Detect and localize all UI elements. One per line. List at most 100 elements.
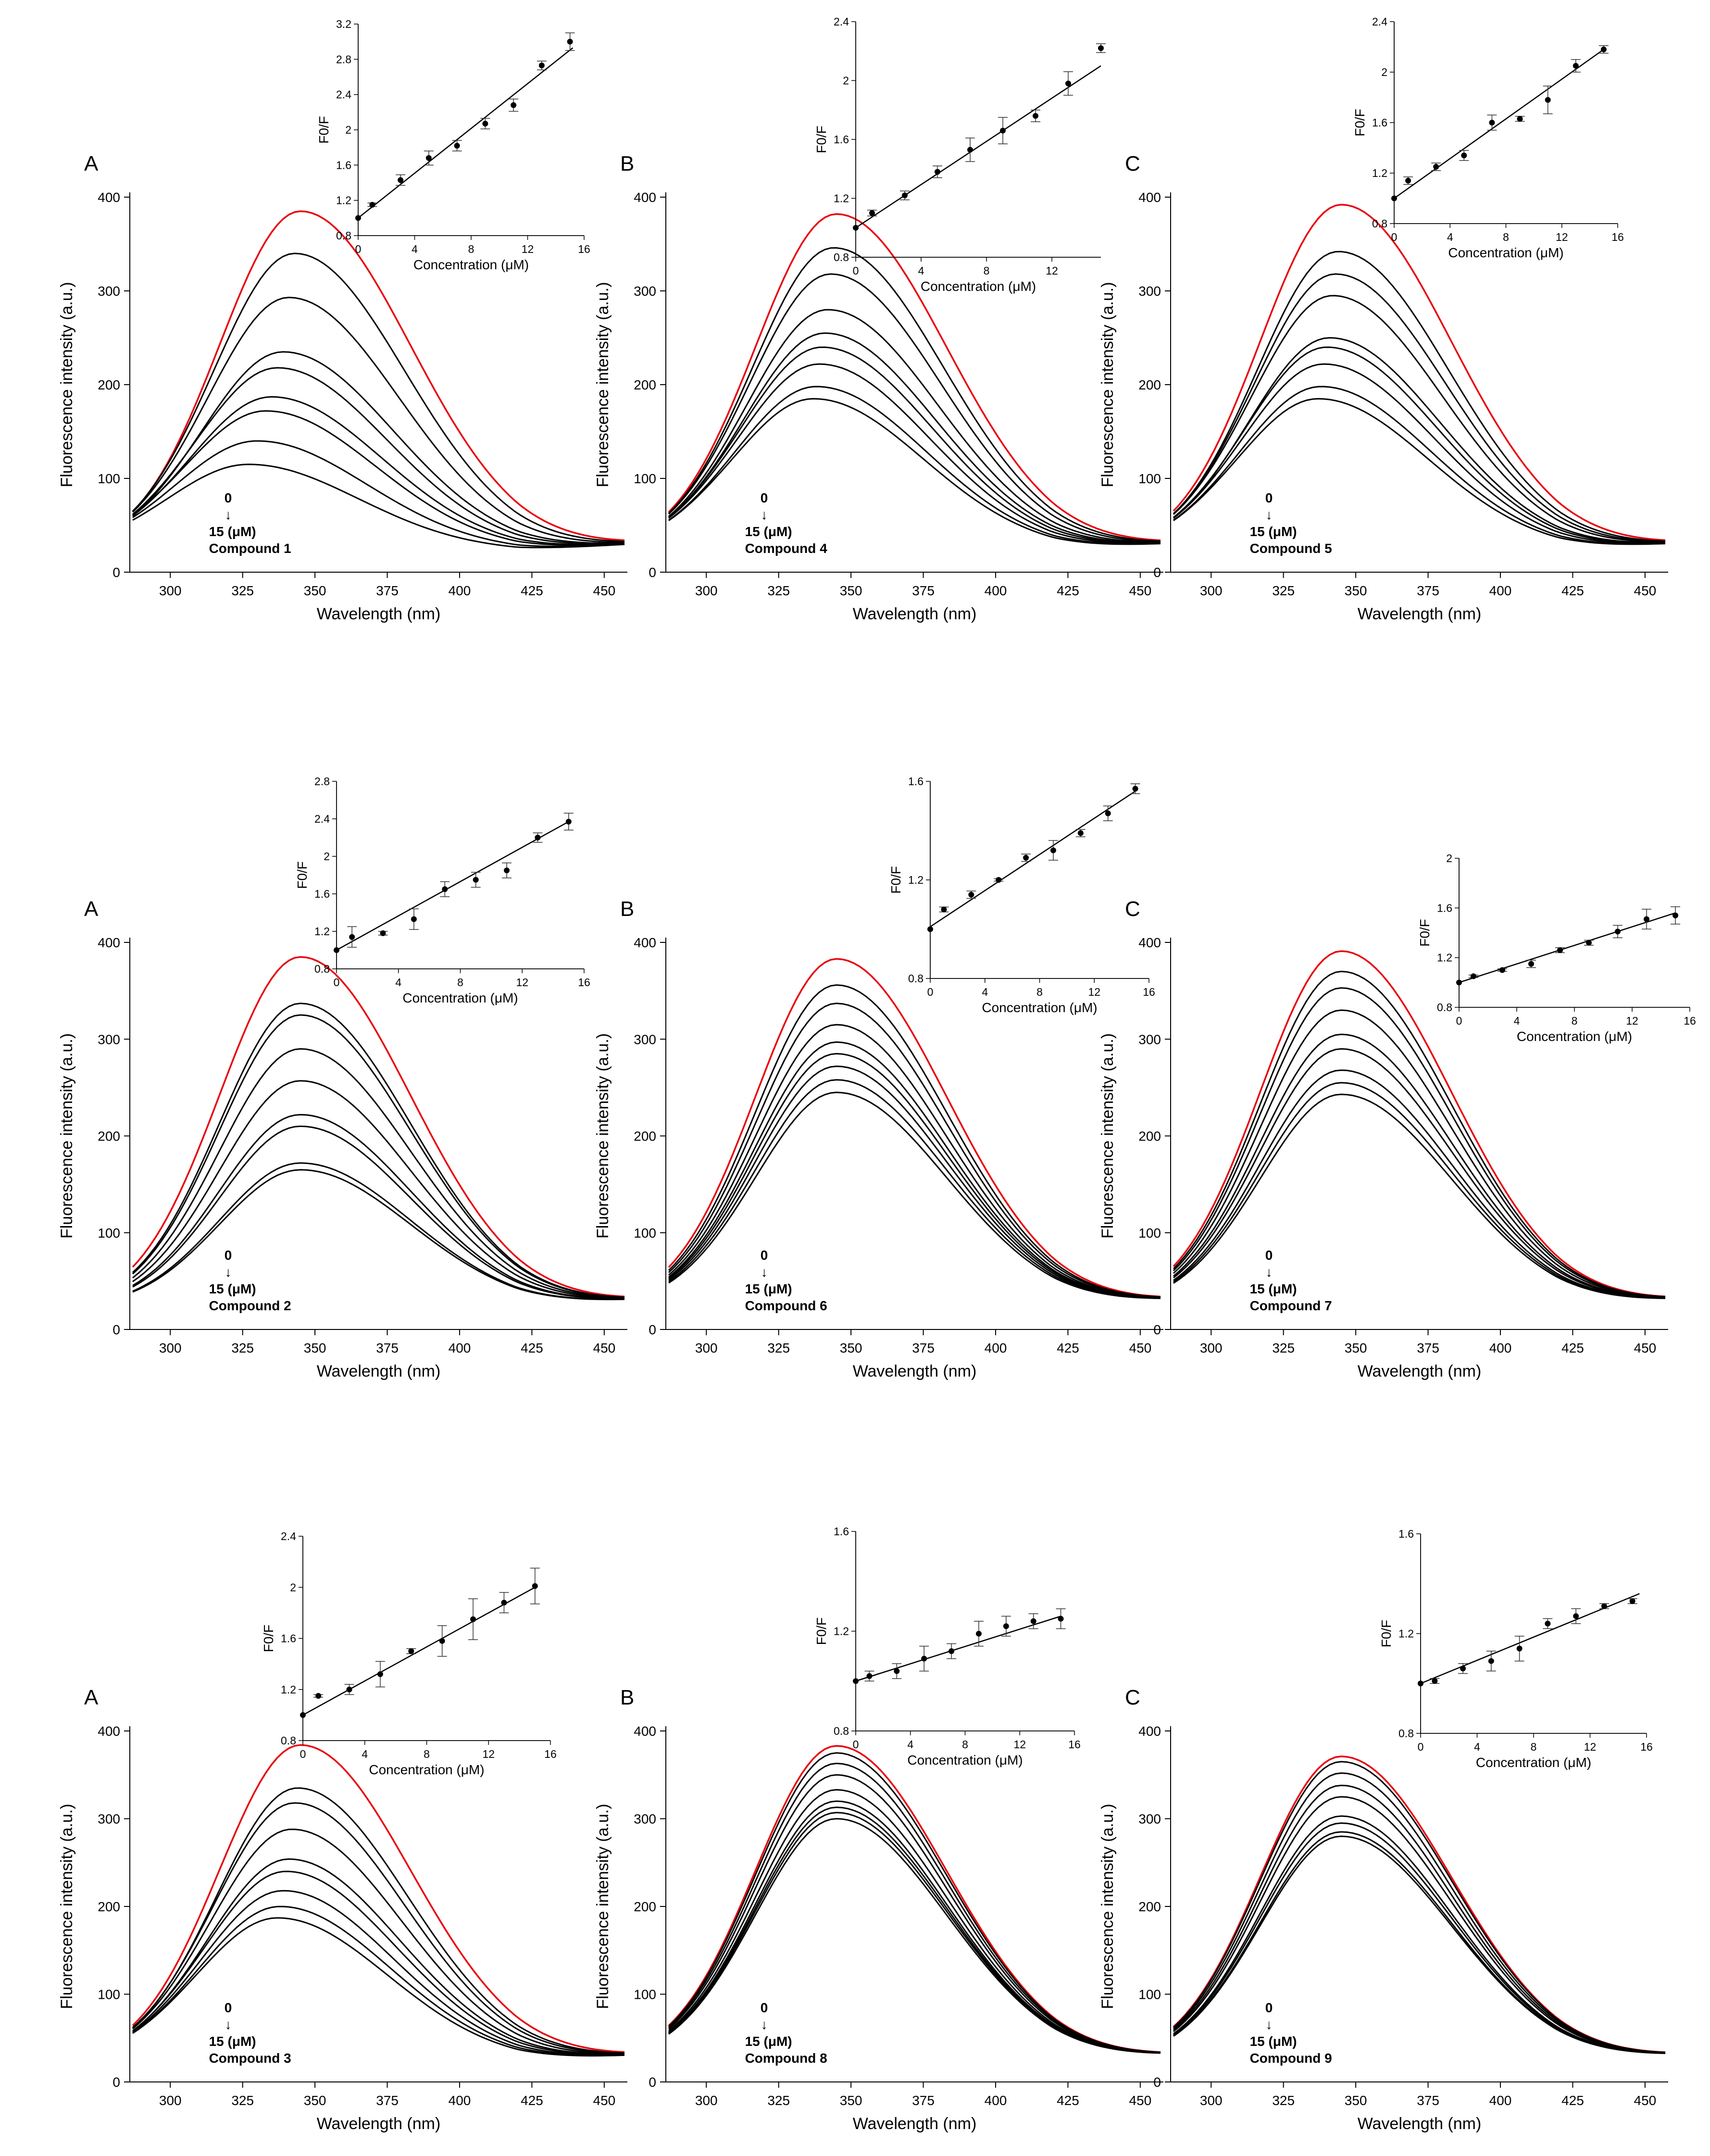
x-tick-label: 400 [449, 1341, 471, 1355]
inset-data-point [482, 121, 488, 127]
x-tick-label: 450 [1634, 1341, 1657, 1355]
spectrum-curve-9 [132, 1169, 625, 1301]
inset-y-axis-label: F0/F [295, 861, 310, 889]
inset-x-tick-label: 16 [1143, 986, 1155, 998]
inset-y-tick-label: 2 [324, 850, 330, 863]
inset-y-axis-label: F0/F [888, 866, 903, 894]
inset-y-tick-label: 2.4 [281, 1530, 296, 1542]
x-tick-label: 400 [449, 2093, 471, 2108]
inset-x-axis-label: Concentration (μM) [982, 1000, 1097, 1015]
inset-x-tick-label: 0 [853, 1738, 859, 1751]
spectrum-curve-9 [668, 1091, 1161, 1299]
y-tick-label: 100 [634, 1226, 656, 1241]
inset-x-tick-label: 12 [482, 1748, 495, 1760]
inset-x-tick-label: 8 [1036, 986, 1043, 998]
inset-data-point [1461, 152, 1467, 159]
spectrum-curve-5 [132, 367, 625, 545]
y-tick-label: 100 [98, 1987, 120, 2002]
inset-data-point [869, 210, 875, 216]
inset-x-tick-label: 0 [1418, 1741, 1424, 1753]
inset-data-point [565, 818, 572, 825]
inset-x-tick-label: 8 [962, 1738, 968, 1751]
inset-x-tick-label: 16 [544, 1748, 557, 1760]
spectrum-curve-7 [132, 1125, 624, 1300]
panel-label: A [84, 897, 99, 921]
y-tick-label: 300 [1138, 1812, 1161, 1827]
inset-y-tick-label: 1.2 [281, 1683, 296, 1696]
x-tick-label: 325 [1272, 583, 1295, 598]
inset-x-axis-label: Concentration (μM) [1517, 1029, 1632, 1044]
x-tick-label: 375 [376, 583, 399, 598]
x-tick-label: 400 [1489, 583, 1512, 598]
spectrum-curve-1 [1173, 1755, 1666, 2053]
x-tick-label: 450 [1634, 2093, 1657, 2108]
panel-label: B [620, 1686, 634, 1709]
inset-y-tick-label: 2 [290, 1581, 296, 1593]
inset-y-tick-label: 2.4 [314, 813, 330, 825]
y-axis-label: Fluorescence intensity (a.u.) [1098, 1033, 1117, 1239]
inset-data-point [1545, 1620, 1551, 1627]
x-tick-label: 375 [912, 1341, 935, 1355]
inset-x-tick-label: 12 [522, 243, 534, 255]
panel-label: C [1125, 1686, 1140, 1709]
inset-y-tick-label: 0.8 [336, 229, 351, 242]
panel-label: A [84, 1686, 99, 1709]
panel-9: 300 325 350 375 400 425 4500100200300400Wavele… [1098, 1528, 1668, 2133]
y-tick-label: 400 [634, 190, 656, 205]
annotation-start: 0 [225, 1248, 232, 1263]
inset-x-tick-label: 4 [1474, 1741, 1480, 1753]
inset-data-point [853, 1678, 859, 1684]
inset-data-point [334, 947, 339, 953]
spectrum-curve-9 [1173, 1835, 1666, 2054]
inset-data-point [346, 1686, 352, 1692]
annotation-start: 0 [1265, 2000, 1273, 2015]
annotation-end: 15 (μM) [209, 2034, 256, 2049]
spectrum-curve-8 [1173, 386, 1666, 545]
inset-data-point [1673, 912, 1678, 918]
inset-x-tick-label: 12 [1088, 986, 1100, 998]
x-tick-label: 400 [449, 583, 471, 598]
inset-x-tick-label: 0 [355, 243, 362, 255]
spectrum-curve-2 [668, 1752, 1161, 2053]
panel-3: 300 325 350 375 400 425 4500100200300400Wavele… [1098, 15, 1668, 623]
annotation-start: 0 [1265, 1248, 1273, 1263]
inset-data-point [355, 215, 361, 221]
inset-y-tick-label: 1.6 [1437, 902, 1452, 914]
x-tick-label: 450 [1129, 2093, 1152, 2108]
inset-x-tick-label: 4 [918, 264, 924, 277]
x-tick-label: 350 [304, 1341, 326, 1355]
spectrum-curve-1 [1173, 203, 1666, 541]
y-axis-label: Fluorescence intensity (a.u.) [594, 282, 612, 487]
y-tick-label: 300 [634, 1032, 656, 1047]
x-tick-label: 325 [231, 583, 254, 598]
spectrum-curve-6 [1173, 1815, 1666, 2054]
inset-data-point [1601, 1603, 1607, 1609]
inset-data-point [941, 906, 947, 913]
x-tick-label: 400 [1489, 2093, 1512, 2108]
panel-5: 300 325 350 375 400 425 4500100200300400Wavele… [594, 775, 1163, 1380]
inset-data-point [532, 1583, 538, 1589]
inset-data-point [1003, 1623, 1009, 1630]
spectrum-curve-8 [132, 440, 625, 547]
panel-6: 300 325 350 375 400 425 4500100200300400Wavele… [1098, 852, 1696, 1380]
inset-data-point [567, 38, 573, 45]
y-tick-label: 300 [1138, 1032, 1161, 1047]
inset-data-point [1098, 45, 1104, 51]
spectrum-curve-2 [132, 1003, 625, 1298]
inset-data-point [1433, 163, 1439, 170]
inset-x-tick-label: 16 [1684, 1015, 1696, 1027]
inset-y-tick-label: 2.8 [336, 53, 351, 65]
spectrum-curve-7 [132, 1890, 625, 2056]
spectrum-curve-2 [1173, 970, 1666, 1298]
spectrum-curve-5 [1173, 1796, 1666, 2054]
y-tick-label: 400 [1138, 1724, 1161, 1739]
y-tick-label: 100 [98, 1226, 120, 1241]
inset-x-axis-label: Concentration (μM) [907, 1753, 1023, 1767]
inset-x-tick-label: 12 [516, 976, 528, 989]
panel-label: B [620, 897, 634, 921]
annotation-end: 15 (μM) [1250, 1281, 1297, 1296]
inset-x-tick-label: 8 [468, 243, 474, 255]
x-tick-label: 350 [304, 583, 326, 598]
y-axis-label: Fluorescence intensity (a.u.) [58, 1804, 76, 2009]
inset-x-tick-label: 16 [1640, 1741, 1653, 1753]
